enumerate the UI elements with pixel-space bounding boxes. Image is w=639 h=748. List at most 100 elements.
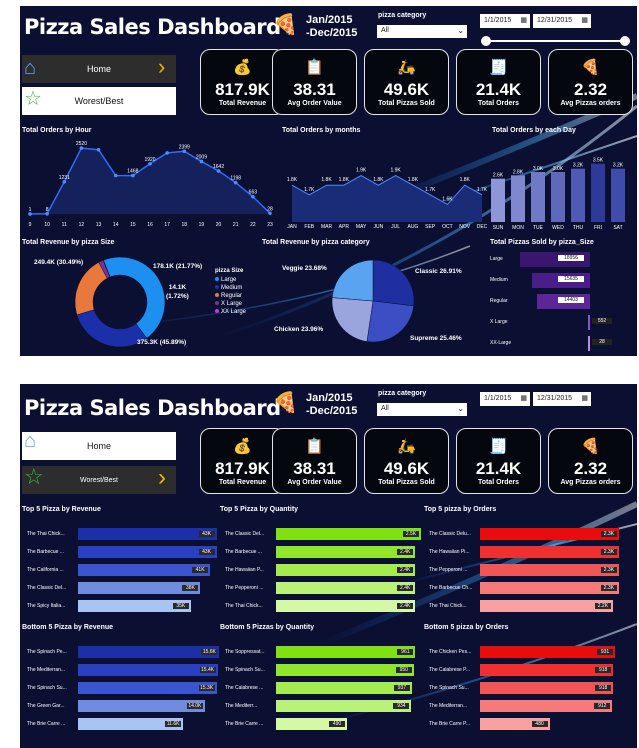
hour-tick-label: 23 [267, 222, 273, 228]
nav-worst-best-button[interactable]: Worest/Best [22, 466, 176, 494]
hour-tick-label: 21 [233, 222, 239, 228]
date-slider-end-handle[interactable] [620, 36, 630, 46]
size-bar [588, 336, 590, 351]
kpi-value: 817.9K [215, 80, 270, 99]
start-date-input[interactable]: 1/1/2015 ▦ [480, 392, 530, 406]
ranking-bar-value: 2.4K [397, 567, 414, 573]
hour-data-label: 1 [29, 207, 32, 213]
size-bar-value: 14403 [558, 297, 584, 303]
legend-label: Large [221, 277, 237, 283]
legend-item: X Large [215, 300, 246, 308]
ranking-bar [276, 582, 416, 594]
hour-data-label: 1231 [59, 175, 70, 181]
size-donut-slice [103, 257, 165, 339]
ranking-bar [480, 564, 619, 576]
month-tick-label: APR [339, 224, 350, 230]
nav-worst-best-button[interactable]: Worest/Best [22, 87, 176, 115]
hour-data-label: 2520 [76, 141, 87, 147]
kpi-value: 21.4K [475, 459, 522, 478]
date-slider-start-handle[interactable] [481, 36, 491, 46]
end-date-input[interactable]: 12/31/2015 ▦ [533, 14, 591, 28]
nav-home-label: Home [86, 64, 111, 74]
nav-worst-best-label: Worest/Best [74, 96, 124, 106]
size-slice-label: 14.1K (1.72%) [166, 283, 189, 301]
ranking-row-label: The Thai Chick... [429, 603, 467, 609]
kpi-card: 🛵 49.6K Total Pizzas Sold [364, 428, 449, 494]
ranking-bar-value: 961 [397, 649, 414, 655]
kpi-label: Total Pizzas Sold [378, 479, 435, 486]
hour-point [62, 180, 67, 184]
hour-data-label: 1920 [144, 157, 155, 163]
ranking-row-label: The Brie Carre ... [225, 721, 264, 727]
hour-point [182, 149, 187, 154]
day-data-label: 2.8K [513, 169, 524, 175]
end-date-input[interactable]: 12/31/2015 ▦ [533, 392, 591, 406]
ranking-bar-value: 918 [595, 667, 612, 673]
month-tick-label: AUG [407, 224, 418, 230]
ranking-bar-value: 937 [393, 685, 410, 691]
ranking-panel-title: Bottom 5 Pizza by Revenue [22, 624, 114, 631]
date-range-start: Jan/2015 [306, 14, 353, 26]
date-slider-track[interactable] [486, 40, 626, 42]
month-chart-title: Total Orders by months [282, 127, 361, 134]
dashboard-worst-best: Pizza Sales Dashboard 🍕 Jan/2015 -Dec/20… [20, 384, 637, 748]
kpi-label: Total Revenue [218, 479, 267, 486]
hour-point [79, 146, 84, 150]
legend-dot-icon [215, 293, 219, 298]
ranking-panel-title: Top 5 pizza by Orders [424, 506, 497, 513]
ranking-bar-value: 934 [393, 703, 410, 709]
dashboard-overview: Pizza Sales Dashboard 🍕 Jan/2015 -Dec/20… [20, 6, 637, 356]
day-tick-label: SUN [493, 225, 504, 231]
hour-tick-label: 15 [130, 222, 136, 228]
hour-point [131, 173, 135, 178]
start-date-input[interactable]: 1/1/2015 ▦ [480, 14, 530, 28]
month-tick-label: SEP [425, 224, 436, 230]
nav-home-button[interactable]: Home [22, 432, 176, 460]
month-data-label: 1.7K [477, 187, 488, 193]
month-data-label: 1.9K [390, 168, 401, 174]
size-slice-label: 249.4K (30.49%) [34, 259, 84, 266]
category-dropdown[interactable]: All ⌄ [377, 403, 467, 416]
page-title: Pizza Sales Dashboard [24, 396, 281, 420]
size-bar-label: X Large [490, 319, 508, 325]
category-dropdown-value: All [381, 405, 389, 412]
ranking-bar-value: 15.3K [198, 685, 215, 691]
month-data-label: 1.8K [373, 177, 384, 183]
day-tick-label: WED [552, 225, 564, 231]
size-legend: pizza Size Large Medium Regular X Large XX L… [215, 268, 246, 316]
hour-point [148, 161, 152, 166]
ranking-bar-value: 2.4K [397, 585, 414, 591]
size-bar-label: Medium [490, 277, 508, 283]
month-area-chart: 1.8K JAN 1.7K FEB 1.8K MAR 1.8K APR 1.9K MAY 1.8K J… [287, 168, 488, 230]
ranking-row-label: The Thai Chick... [225, 603, 263, 609]
category-pie-title: Total Revenue by pizza category [262, 239, 370, 246]
month-data-label: 1.8K [460, 177, 471, 183]
size-legend-items: Large Medium Regular X Large XX Large [215, 276, 246, 316]
legend-dot-icon [215, 285, 219, 290]
ranking-row-label: The Pepperoni ... [429, 567, 468, 573]
hour-point [251, 194, 255, 199]
ranking-bar [480, 528, 619, 540]
category-pie-slice [372, 260, 414, 307]
ranking-row-label: The Pepperoni ... [225, 585, 264, 591]
day-tick-label: TUE [533, 225, 544, 231]
kpi-card: 📋 38.31 Avg Order Value [272, 428, 357, 494]
category-pie-chart [332, 260, 414, 342]
category-dropdown[interactable]: All ⌄ [377, 25, 467, 38]
ranking-row-label: The Chicken Pes... [429, 649, 472, 655]
ranking-bar-value: 43K [198, 549, 215, 555]
nav-home-button[interactable]: Home [22, 55, 176, 83]
hour-point [28, 212, 32, 216]
day-data-label: 3.0K [533, 166, 544, 172]
ranking-bar-value: 15.4K [199, 667, 216, 673]
legend-item: XX Large [215, 308, 246, 316]
hour-data-label: 28 [267, 206, 273, 212]
day-tick-label: MON [512, 225, 524, 231]
hour-point [199, 159, 204, 164]
chevron-right-icon: › [158, 54, 166, 79]
ranking-bar [78, 700, 205, 712]
pizza-slice-icon: 🍕 [581, 59, 600, 76]
kpi-label: Total Pizzas Sold [378, 100, 435, 107]
category-pie-slice [332, 260, 374, 302]
